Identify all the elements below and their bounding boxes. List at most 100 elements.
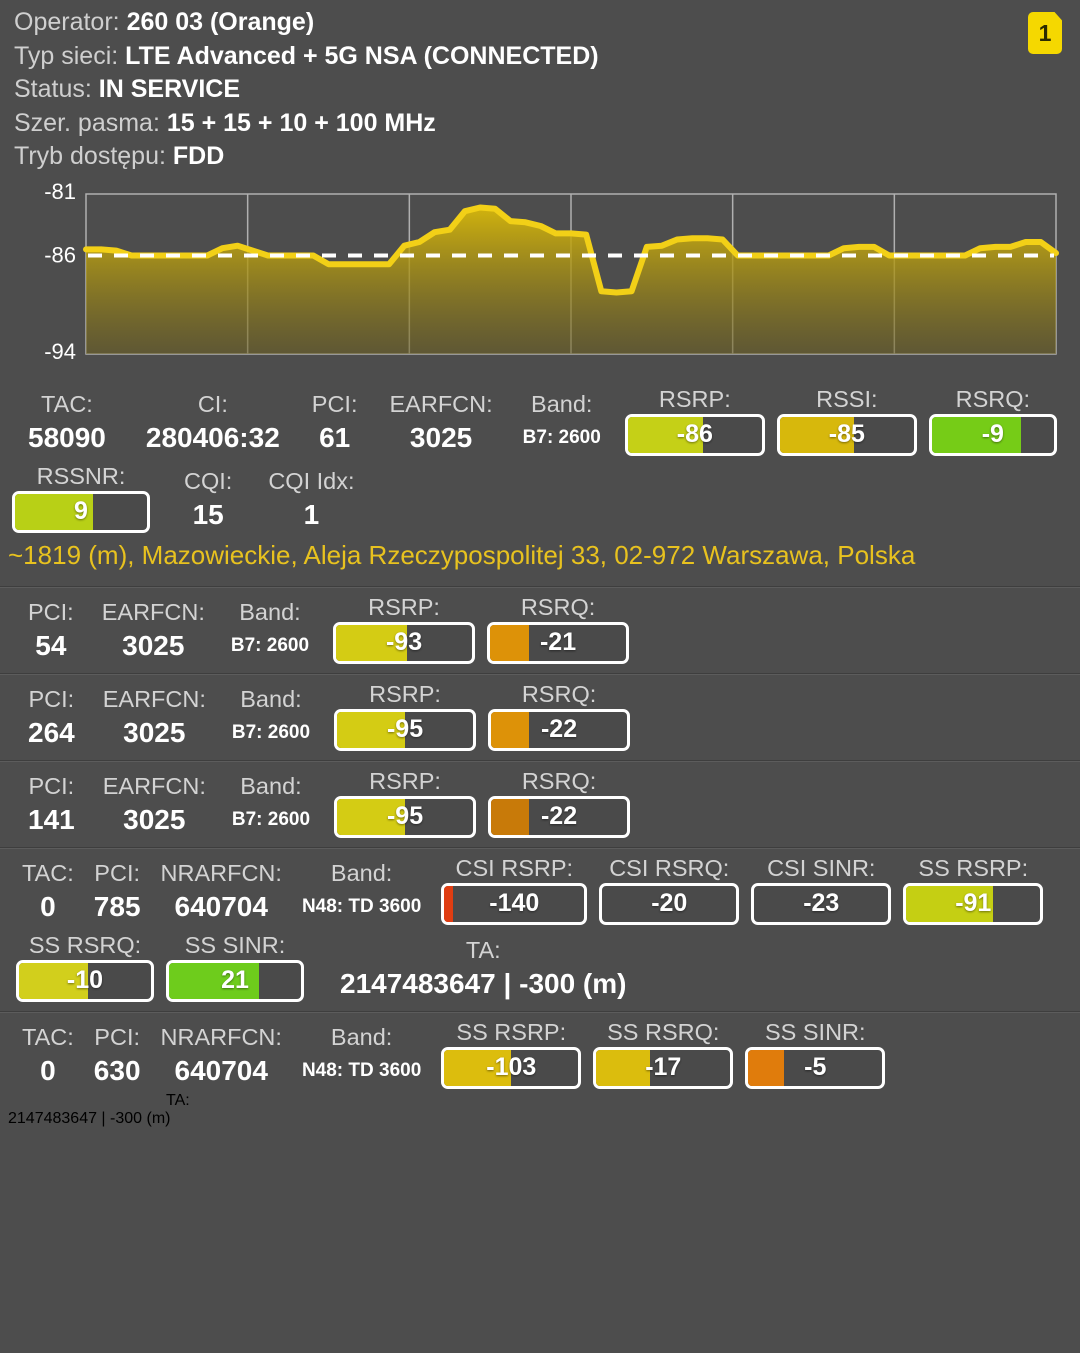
field-label-tac: TAC: [41, 390, 93, 417]
neighbor-2-meter-rsrq-fill [491, 798, 530, 835]
neighbor-2-meter-rsrp-bar: -95 [334, 795, 477, 838]
field-label-cqi: CQI: [184, 467, 233, 494]
section-divider [0, 672, 1080, 675]
meter-rssnr-label: RSSNR: [36, 462, 126, 489]
rsrp-chart-svg: -81 -86 -94 [44, 180, 1059, 364]
field-value-cqi-idx: 1 [303, 498, 320, 530]
field-earfcn: EARFCN: 3025 [384, 389, 517, 457]
sim-card-icon[interactable]: 1 [1028, 12, 1062, 54]
neighbor-1-meter-rsrp-value: -95 [386, 715, 424, 743]
field-label-pci: PCI: [311, 390, 358, 417]
nr-1-field-band-value: N48: TD 3600 [301, 1059, 422, 1081]
nr-1-field-tac-label: TAC: [22, 1023, 74, 1050]
meter-rssnr: RSSNR: 9 [6, 461, 156, 534]
section-divider [0, 585, 1080, 588]
neighbor-2-meter-rsrq-bar: -22 [488, 795, 631, 838]
meter-rsrp-fill [627, 416, 703, 453]
nr-1-meter-sssinr-bar: -5 [745, 1046, 886, 1089]
field-pci: PCI: 61 [306, 389, 384, 457]
nr-1-field-nrarfcn-label: NRARFCN: [160, 1023, 282, 1050]
nr-0-meter2-sssinr-bar: 21 [166, 959, 304, 1002]
meter-rssnr-bar: 9 [12, 490, 150, 533]
meter-rsrp-label: RSRP: [658, 385, 731, 412]
neighbor-1-field-band-value: B7: 2600 [231, 721, 311, 743]
meter-rssnr-value: 9 [74, 497, 88, 525]
field-label-ci: CI: [197, 390, 228, 417]
neighbor-2-field-pci-value: 141 [28, 803, 75, 835]
nr-cell-row[interactable]: TAC: 0 PCI: 630 NRARFCN: 640704 Band: N48: TD 3… [0, 1013, 1080, 1134]
nr-0-meter-csisinr: CSI SINR: -23 [745, 853, 897, 926]
neighbor-cell-fields: PCI: 54 EARFCN: 3025 Band: B7: 2600 RSRP: -93 RS… [0, 592, 1080, 665]
nr-1-meter-ssrsrq-bar: -17 [593, 1046, 734, 1089]
nr-0-meter-csirsrq-value: -20 [651, 889, 688, 917]
neighbor-cell-fields: PCI: 141 EARFCN: 3025 Band: B7: 2600 RSRP: -95 R… [0, 766, 1080, 839]
nr-0-meter-csirsrq-label: CSI RSRQ: [609, 854, 730, 881]
nr-1-field-nrarfcn-value: 640704 [174, 1054, 268, 1086]
neighbor-1-meter-rsrp-bar: -95 [334, 708, 477, 751]
nr-0-meter-csirsrq: CSI RSRQ: -20 [593, 853, 745, 926]
nr-1-meter-sssinr: SS SINR: -5 [739, 1017, 891, 1090]
field-label-cqi-idx: CQI Idx: [268, 467, 355, 494]
nr-0-meter-csirsrp-bar: -140 [441, 882, 588, 925]
nr-cells-list: TAC: 0 PCI: 785 NRARFCN: 640704 Band: N48: TD 3… [0, 849, 1080, 1134]
nr-0-field-nrarfcn: NRARFCN: 640704 [155, 858, 296, 926]
neighbor-2-field-earfcn: EARFCN: 3025 [97, 771, 226, 839]
neighbor-1-field-earfcn-value: 3025 [123, 716, 186, 748]
meter-rssi-label: RSSI: [816, 385, 878, 412]
header-value-status: IN SERVICE [98, 75, 241, 103]
neighbor-cell-fields: PCI: 264 EARFCN: 3025 Band: B7: 2600 RSRP: -95 R… [0, 679, 1080, 752]
neighbor-0-field-earfcn: EARFCN: 3025 [96, 597, 225, 665]
neighbor-1-field-earfcn: EARFCN: 3025 [97, 684, 226, 752]
svg-text:-86: -86 [44, 242, 76, 267]
neighbor-cell-row[interactable]: PCI: 54 EARFCN: 3025 Band: B7: 2600 RSRP: -93 RS… [0, 588, 1080, 671]
field-label-earfcn: EARFCN: [389, 390, 493, 417]
meter-rsrq-bar: -9 [928, 413, 1057, 456]
nr-1-field-pci: PCI: 630 [88, 1022, 155, 1090]
nr-1-field-pci-label: PCI: [94, 1023, 141, 1050]
neighbor-2-meter-rsrq-label: RSRQ: [521, 767, 597, 794]
neighbor-2-field-band-label: Band: [240, 772, 302, 799]
nr-0-meter2-sssinr-fill [169, 962, 259, 999]
section-divider [0, 759, 1080, 762]
nr-1-meter-sssinr-label: SS SINR: [765, 1018, 866, 1045]
nr-0-field-band-value: N48: TD 3600 [301, 895, 422, 917]
neighbor-cells-list: PCI: 54 EARFCN: 3025 Band: B7: 2600 RSRP: -93 RS… [0, 588, 1080, 849]
header-row-status: Status: IN SERVICE [14, 73, 1066, 107]
neighbor-1-meter-rsrq: RSRQ: -22 [482, 679, 636, 752]
header-label-bandwidth: Szer. pasma: [14, 108, 160, 137]
serving-cell-row-2: RSSNR: 9 CQI: 15 CQI Idx: 1 [0, 461, 1080, 534]
nr-1-meter-ssrsrq: SS RSRQ: -17 [587, 1017, 739, 1090]
field-label-band: Band: [531, 390, 593, 417]
nr-0-meter-csirsrp: CSI RSRP: -140 [435, 853, 593, 926]
nr-0-field-tac-label: TAC: [22, 859, 74, 886]
field-value-pci: 61 [319, 421, 351, 453]
neighbor-2-field-earfcn-value: 3025 [123, 803, 186, 835]
neighbor-2-field-band: Band: B7: 2600 [226, 771, 328, 839]
nr-0-meter-ssrsrp-value: -91 [955, 889, 992, 917]
nr-0-meter-csirsrq-bar: -20 [599, 882, 740, 925]
neighbor-2-meter-rsrp: RSRP: -95 [328, 766, 482, 839]
nr-1-field-nrarfcn: NRARFCN: 640704 [155, 1022, 296, 1090]
nr-0-meter-csisinr-value: -23 [803, 889, 840, 917]
header-label-operator: Operator: [14, 8, 120, 36]
neighbor-1-meter-rsrq-value: -22 [540, 715, 578, 743]
neighbor-cell-row[interactable]: PCI: 264 EARFCN: 3025 Band: B7: 2600 RSRP: -95 R… [0, 675, 1080, 758]
neighbor-2-field-earfcn-label: EARFCN: [102, 772, 206, 799]
meter-rsrq-value: -9 [981, 420, 1004, 448]
field-ci: CI: 280406:32 [140, 389, 306, 457]
header-value-bandwidth: 15 + 15 + 10 + 100 MHz [166, 108, 436, 137]
nr-0-meter-csirsrp-label: CSI RSRP: [455, 854, 574, 881]
neighbor-1-field-pci: PCI: 264 [6, 684, 97, 752]
nr-1-field-ta-value: 2147483647 | -300 (m) [8, 1109, 171, 1127]
nr-0-field-ta-label: TA: [465, 936, 501, 963]
neighbor-0-meter-rsrp-bar: -93 [333, 621, 476, 664]
section-divider [0, 846, 1080, 849]
meter-rsrp-bar: -86 [624, 413, 765, 456]
nr-1-meter-ssrsrq-label: SS RSRQ: [607, 1018, 720, 1045]
header-row-network-type: Typ sieci: LTE Advanced + 5G NSA (CONNEC… [14, 40, 1066, 74]
section-divider [0, 1010, 1080, 1013]
neighbor-1-meter-rsrp-label: RSRP: [369, 680, 441, 707]
nr-0-meter-csirsrp-fill [444, 885, 453, 922]
neighbor-cell-row[interactable]: PCI: 141 EARFCN: 3025 Band: B7: 2600 RSRP: -95 R… [0, 762, 1080, 845]
nr-cell-row[interactable]: TAC: 0 PCI: 785 NRARFCN: 640704 Band: N48: TD 3… [0, 849, 1080, 1009]
